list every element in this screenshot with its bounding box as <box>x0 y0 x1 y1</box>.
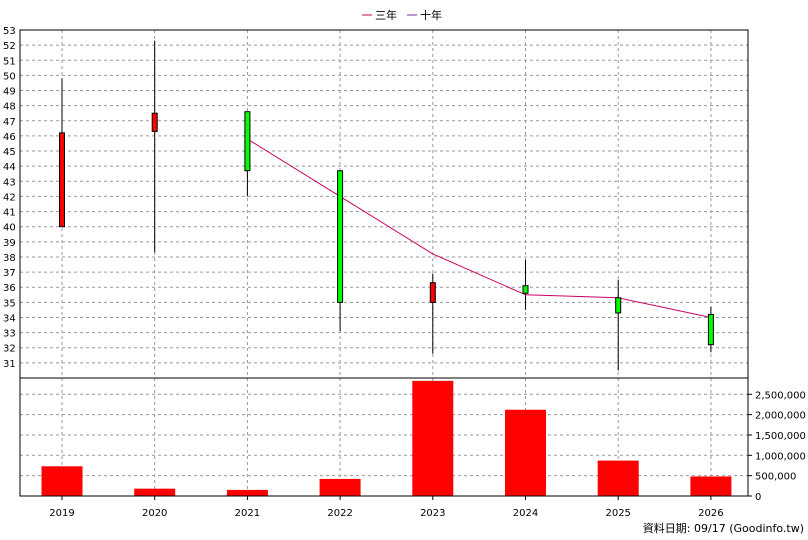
volume-tick-label: 1,000,000 <box>755 451 806 462</box>
x-tick-label: 2021 <box>235 508 260 519</box>
price-panel-frame <box>19 29 749 379</box>
candle-2022 <box>337 170 344 332</box>
volume-bar-2026 <box>690 476 732 496</box>
candle-2024 <box>522 259 529 310</box>
price-tick-label: 39 <box>3 238 16 249</box>
price-tick-label: 53 <box>3 26 16 37</box>
candle-body <box>337 170 344 303</box>
candles <box>59 40 714 371</box>
x-tick-label: 2019 <box>49 508 74 519</box>
legend: 三年 十年 <box>362 8 442 22</box>
candle-2021 <box>244 111 251 197</box>
legend-label: 十年 <box>420 8 442 22</box>
volume-grid <box>20 378 748 496</box>
volume-bar-2021 <box>226 489 268 496</box>
volume-bar-2023 <box>412 380 454 496</box>
price-tick-label: 33 <box>3 329 16 340</box>
candle-body <box>707 313 714 346</box>
candle-2026 <box>707 306 714 353</box>
volume-bar-2022 <box>319 478 361 496</box>
x-tick-label: 2020 <box>142 508 167 519</box>
volume-bar-2020 <box>134 488 176 496</box>
volume-bar-2024 <box>505 409 546 496</box>
price-tick-label: 41 <box>3 208 16 219</box>
price-tick-label: 40 <box>3 223 16 234</box>
price-tick-label: 52 <box>3 41 16 52</box>
volume-tick-label: 500,000 <box>755 472 796 483</box>
volume-panel-frame <box>19 377 749 497</box>
x-tick-label: 2025 <box>605 508 630 519</box>
price-tick-label: 50 <box>3 71 16 82</box>
price-tick-label: 37 <box>3 268 16 279</box>
data-date-footer: 資料日期: 09/17 (Goodinfo.tw) <box>643 521 804 535</box>
candle-body <box>522 285 529 294</box>
candle-2025 <box>615 279 622 371</box>
legend-label: 三年 <box>375 8 397 22</box>
x-tick-label: 2026 <box>698 508 723 519</box>
price-tick-label: 45 <box>3 147 16 158</box>
series-line-三年 <box>247 138 712 318</box>
x-axis: 2019 2020 2021 2022 2023 2024 2025 2026 <box>49 496 724 519</box>
price-tick-label: 49 <box>3 87 16 98</box>
volume-tick-label: 2,500,000 <box>755 390 806 401</box>
candle-body <box>244 111 251 172</box>
price-tick-label: 42 <box>3 192 16 203</box>
candle-2020 <box>151 40 158 253</box>
price-tick-label: 35 <box>3 298 16 309</box>
volume-bars <box>41 380 732 496</box>
volume-tick-label: 0 <box>755 492 761 503</box>
price-tick-label: 46 <box>3 132 16 143</box>
price-grid <box>20 29 748 378</box>
price-tick-label: 44 <box>3 162 16 173</box>
volume-tick-label: 1,500,000 <box>755 431 806 442</box>
x-tick-label: 2024 <box>513 508 538 519</box>
volume-tick-label: 2,000,000 <box>755 411 806 422</box>
price-tick-label: 32 <box>3 344 16 355</box>
candle-2023 <box>429 273 436 354</box>
price-tick-label: 36 <box>3 283 16 294</box>
price-tick-label: 34 <box>3 313 16 324</box>
moving-average-lines <box>247 138 712 318</box>
price-tick-label: 38 <box>3 253 16 264</box>
x-tick-label: 2023 <box>420 508 445 519</box>
candle-body <box>151 112 158 132</box>
price-tick-label: 48 <box>3 102 16 113</box>
volume-bar-2019 <box>41 466 83 496</box>
volume-bar-2025 <box>597 460 639 496</box>
candle-body <box>615 297 622 314</box>
volume-axis: 0 500,000 1,000,000 1,500,000 2,000,000 2,500… <box>748 390 806 503</box>
candle-body <box>59 132 65 228</box>
price-axis: 31 32 33 34 35 36 37 38 39 40 41 42 43 44 45 46 47 48 49 50… <box>3 26 16 370</box>
price-tick-label: 47 <box>3 117 16 128</box>
price-tick-label: 31 <box>3 359 16 370</box>
candle-2019 <box>59 78 65 228</box>
price-tick-label: 43 <box>3 177 16 188</box>
price-tick-label: 51 <box>3 56 16 67</box>
x-tick-label: 2022 <box>327 508 352 519</box>
candle-body <box>429 282 436 303</box>
